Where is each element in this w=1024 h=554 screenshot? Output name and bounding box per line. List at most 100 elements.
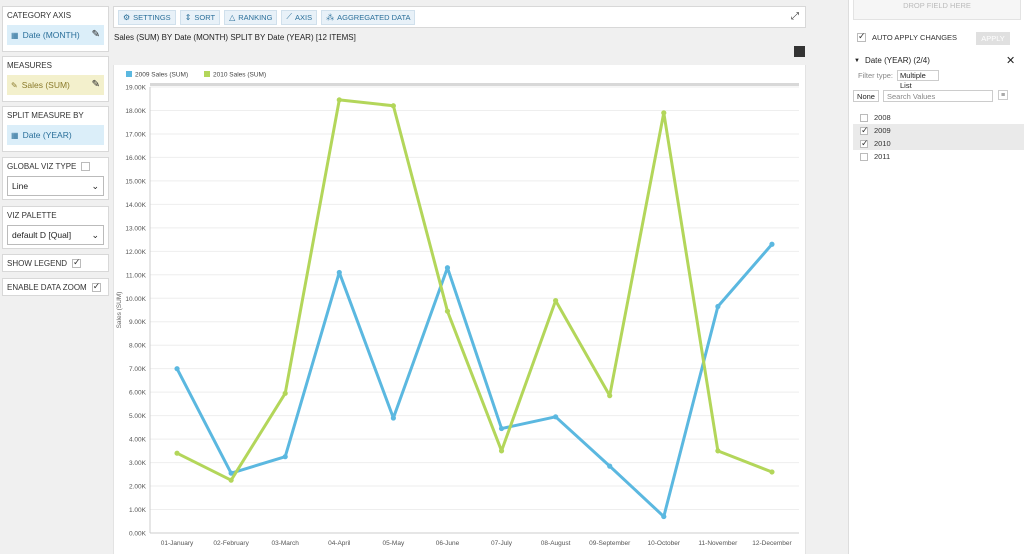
apply-button[interactable]: APPLY <box>976 32 1010 45</box>
data-point <box>661 513 667 520</box>
filter-item-checkbox[interactable] <box>860 125 869 136</box>
split-measure-value: Date (YEAR) <box>22 130 72 140</box>
sort-icon: ⇕ <box>184 12 192 22</box>
aggregate-icon: ⁂ <box>326 12 335 22</box>
auto-apply-checkbox[interactable] <box>857 31 866 42</box>
y-tick-label: 17.00K <box>125 131 146 138</box>
filter-item-label: 2011 <box>874 152 891 161</box>
measures-pill[interactable]: ✎ Sales (SUM) ✎ <box>7 75 104 95</box>
ranking-button[interactable]: △ RANKING <box>224 9 278 25</box>
data-point <box>715 448 721 454</box>
y-tick-label: 10.00K <box>125 296 146 303</box>
split-measure-pill[interactable]: ▦ Date (YEAR) <box>7 125 104 145</box>
legend-swatch <box>126 71 132 77</box>
search-values-input[interactable]: Search Values <box>883 90 993 102</box>
x-tick-label: 12-December <box>752 540 792 547</box>
y-tick-label: 19.00K <box>125 85 146 92</box>
filter-item-checkbox[interactable] <box>860 152 868 161</box>
data-point <box>228 470 234 476</box>
measures-box: MEASURES ✎ Sales (SUM) ✎ <box>2 56 109 102</box>
filter-header[interactable]: ▼ Date (YEAR) (2/4) <box>854 56 930 65</box>
data-point <box>498 425 505 432</box>
measures-value: Sales (SUM) <box>21 80 70 90</box>
x-tick-label: 03-March <box>271 540 299 547</box>
legend-label: 2010 Sales (SUM) <box>213 72 266 79</box>
filter-item-label: 2010 <box>874 139 891 148</box>
category-axis-pill[interactable]: ▦ Date (MONTH) ✎ <box>7 25 104 45</box>
filter-title: Date (YEAR) (2/4) <box>864 56 930 65</box>
category-axis-header: CATEGORY AXIS <box>7 11 72 20</box>
x-tick-label: 11-November <box>698 540 738 547</box>
wrench-icon: ⚙ <box>123 12 131 22</box>
show-legend-box: SHOW LEGEND <box>2 254 109 272</box>
data-point <box>174 366 180 372</box>
data-point <box>769 241 775 247</box>
filter-item-2008[interactable]: 2008 <box>853 111 1024 124</box>
axis-button[interactable]: ⟋ AXIS <box>281 9 318 25</box>
global-viz-type-box: GLOBAL VIZ TYPE Line ⌄ <box>2 157 109 200</box>
data-point <box>553 298 559 304</box>
y-tick-label: 4.00K <box>129 437 147 444</box>
drop-field-zone[interactable]: DROP FIELD HERE <box>853 0 1021 20</box>
filter-value-list: 2008 2009 2010 2011 <box>853 111 1024 163</box>
category-axis-box: CATEGORY AXIS ▦ Date (MONTH) ✎ <box>2 6 109 52</box>
filter-item-2009[interactable]: 2009 <box>853 124 1024 137</box>
settings-button[interactable]: ⚙ SETTINGS <box>118 9 176 25</box>
data-zoom-label: ENABLE DATA ZOOM <box>7 283 87 292</box>
x-tick-label: 05-May <box>383 540 405 547</box>
popout-icon[interactable] <box>794 46 805 57</box>
show-legend-checkbox[interactable] <box>72 257 82 269</box>
y-tick-label: 9.00K <box>129 319 147 326</box>
y-tick-label: 13.00K <box>125 225 146 232</box>
viz-palette-box: VIZ PALETTE default D [Qual] ⌄ <box>2 206 109 249</box>
sort-button[interactable]: ⇕ SORT <box>179 9 221 25</box>
filter-item-label: 2009 <box>874 126 891 135</box>
data-point <box>282 390 288 396</box>
list-menu-icon[interactable]: ≡ <box>998 90 1008 100</box>
y-tick-label: 7.00K <box>129 366 147 373</box>
y-tick-label: 1.00K <box>129 507 147 514</box>
data-point <box>498 448 505 454</box>
edit-pencil-icon[interactable]: ✎ <box>91 29 100 40</box>
y-tick-label: 14.00K <box>125 202 146 209</box>
filter-panel: DROP FIELD HERE AUTO APPLY CHANGES APPLY… <box>848 0 1024 554</box>
expand-icon[interactable]: ⤢ <box>791 11 799 22</box>
show-legend-row: SHOW LEGEND <box>3 255 108 270</box>
data-point <box>769 469 775 475</box>
data-point <box>228 477 234 483</box>
filter-type-select[interactable]: Multiple List <box>897 70 939 90</box>
data-point <box>282 454 288 460</box>
chart-title: Sales (SUM) BY Date (MONTH) SPLIT BY Dat… <box>114 33 356 42</box>
y-tick-label: 3.00K <box>129 460 147 467</box>
y-tick-label: 0.00K <box>129 531 147 538</box>
close-icon[interactable]: ✕ <box>1006 55 1016 67</box>
edit-pencil-icon[interactable]: ✎ <box>91 79 100 90</box>
chevron-down-icon: ⌄ <box>91 180 99 191</box>
data-point <box>444 308 451 314</box>
filter-item-2011[interactable]: 2011 <box>853 150 1024 163</box>
filter-type-label: Filter type: <box>858 71 894 80</box>
global-viz-type-label: GLOBAL VIZ TYPE <box>7 162 77 171</box>
viz-palette-select[interactable]: default D [Qual] ⌄ <box>7 225 104 245</box>
y-tick-label: 2.00K <box>129 484 147 491</box>
y-tick-label: 15.00K <box>125 178 146 185</box>
legend-swatch <box>204 71 210 77</box>
data-zoom-checkbox[interactable] <box>91 281 101 293</box>
auto-apply-row: AUTO APPLY CHANGES <box>857 31 957 42</box>
x-tick-label: 04-April <box>328 540 351 547</box>
none-button[interactable]: None <box>853 90 879 102</box>
filter-item-label: 2008 <box>874 113 891 122</box>
global-viz-type-checkbox[interactable] <box>81 162 91 172</box>
data-point <box>715 303 721 310</box>
filter-item-checkbox[interactable] <box>860 113 868 122</box>
aggregated-data-button[interactable]: ⁂ AGGREGATED DATA <box>321 9 416 25</box>
viz-type-select[interactable]: Line ⌄ <box>7 176 104 197</box>
data-zoom-row: ENABLE DATA ZOOM <box>3 279 108 294</box>
y-tick-label: 6.00K <box>129 390 147 397</box>
category-axis-value: Date (MONTH) <box>22 30 80 40</box>
viz-type-value: Line <box>12 181 29 192</box>
data-point <box>336 269 342 276</box>
sort-label: SORT <box>194 12 216 22</box>
filter-item-checkbox[interactable] <box>860 138 869 149</box>
filter-item-2010[interactable]: 2010 <box>853 137 1024 150</box>
